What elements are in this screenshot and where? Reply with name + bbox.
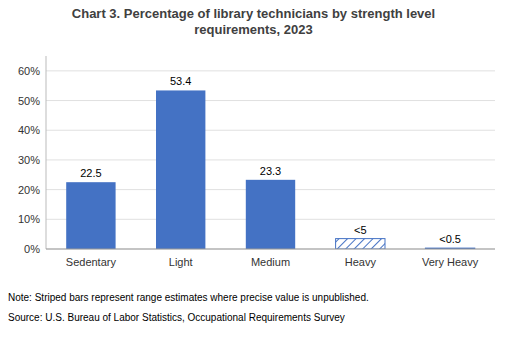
chart-container: Chart 3. Percentage of library technicia… [0, 0, 507, 345]
data-label: 23.3 [260, 165, 281, 177]
x-tick-label: Very Heavy [422, 256, 479, 268]
x-tick-label: Medium [251, 256, 290, 268]
data-label: 53.4 [170, 75, 191, 87]
y-tick-label: 60% [18, 65, 40, 77]
y-tick-label: 10% [18, 213, 40, 225]
y-tick-label: 50% [18, 95, 40, 107]
x-tick-label: Heavy [345, 256, 377, 268]
annotation: Source: U.S. Bureau of Labor Statistics,… [8, 312, 345, 323]
data-label: <0.5 [439, 233, 461, 245]
grid [46, 71, 495, 249]
grid-line [46, 130, 495, 131]
bar [246, 180, 295, 249]
data-label: <5 [354, 224, 367, 236]
y-tick-label: 0% [24, 243, 40, 255]
grid-line [46, 70, 495, 71]
bars [66, 90, 475, 249]
x-axis-line [46, 249, 495, 250]
y-tick-label: 20% [18, 184, 40, 196]
bar [336, 239, 385, 249]
x-tick-label: Sedentary [66, 256, 117, 268]
annotation: Note: Striped bars represent range estim… [8, 292, 369, 303]
y-axis-line [46, 56, 47, 249]
chart-title: Chart 3. Percentage of library technicia… [72, 6, 435, 37]
y-tick-label: 40% [18, 124, 40, 136]
bar [66, 182, 115, 249]
data-label: 22.5 [80, 167, 101, 179]
grid-line [46, 249, 495, 250]
x-tick-label: Light [169, 256, 193, 268]
bar [156, 90, 205, 249]
y-tick-label: 30% [18, 154, 40, 166]
grid-line [46, 159, 495, 160]
grid-line [46, 100, 495, 101]
chart-svg: Chart 3. Percentage of library technicia… [0, 0, 507, 345]
